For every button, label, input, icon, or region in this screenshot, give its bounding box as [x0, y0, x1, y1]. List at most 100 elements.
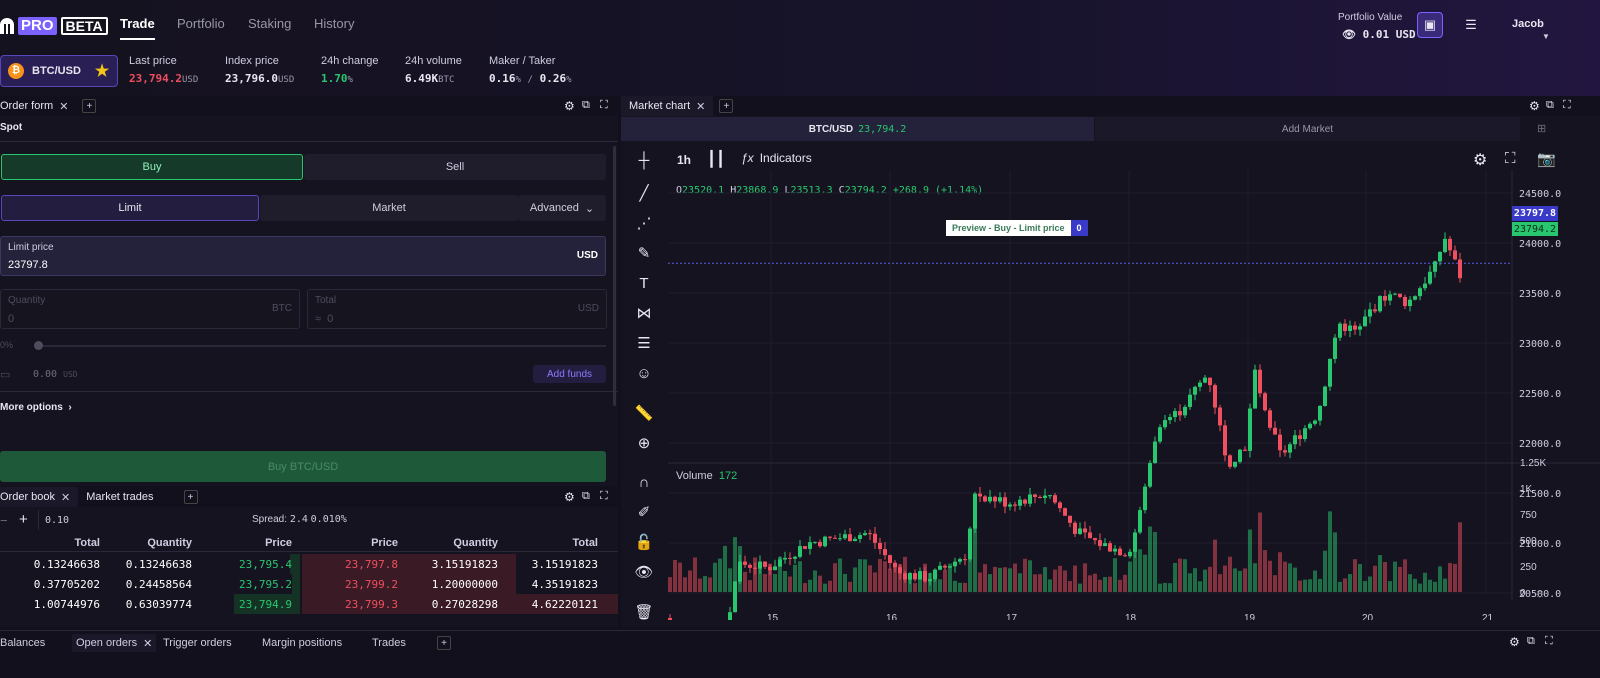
close-icon[interactable]: ✕	[143, 637, 153, 650]
add-tab-icon[interactable]: +	[183, 490, 198, 504]
grid-icon[interactable]: ⊞	[1537, 123, 1547, 135]
market-tab[interactable]: Market	[260, 195, 518, 221]
interval-selector[interactable]: 1h	[677, 153, 692, 167]
more-options-toggle[interactable]: More options ›	[0, 402, 72, 413]
settings-sliders-button[interactable]: ☰	[1458, 12, 1484, 38]
quantity-input[interactable]: 0	[8, 313, 15, 325]
quantity-slider-track[interactable]	[38, 345, 606, 347]
tab-trigger-orders[interactable]: Trigger orders	[163, 634, 232, 652]
tick-size[interactable]: 0.10	[45, 515, 70, 526]
fib-icon[interactable]: ⋰	[636, 215, 652, 232]
expand-icon[interactable]: ⛶	[600, 99, 608, 111]
table-row[interactable]: 1.00744976 0.63039774 23,794.9 23,799.3 0.27…	[0, 594, 618, 614]
nav-trade[interactable]: Trade	[120, 16, 155, 40]
add-tab-icon[interactable]: +	[437, 636, 451, 650]
eye-icon[interactable]: 👁	[634, 564, 654, 581]
popout-icon[interactable]: ⧉	[582, 99, 590, 111]
bid-price[interactable]: 23,795.2	[239, 578, 292, 591]
popout-icon[interactable]: ⧉	[1546, 99, 1554, 111]
crosshair-icon[interactable]: ┼	[638, 151, 650, 169]
expand-icon[interactable]: ⛶	[600, 490, 608, 502]
ask-price[interactable]: 23,797.8	[345, 558, 398, 571]
tab-balances[interactable]: Balances	[0, 634, 45, 652]
camera-icon[interactable]: 📷	[1537, 151, 1556, 168]
gear-icon[interactable]: ⚙	[564, 490, 575, 504]
limit-price-input[interactable]: 23797.8	[8, 259, 48, 271]
price-chart[interactable]: 24500.0 24000.0 23500.0 23000.0 22500.0 22000…	[668, 170, 1600, 620]
trash-icon[interactable]: 🗑	[634, 604, 654, 621]
bid-price[interactable]: 23,795.4	[239, 558, 292, 571]
add-funds-button[interactable]: Add funds	[533, 365, 606, 383]
tab-market-chart[interactable]: Market chart ✕	[621, 96, 714, 116]
close-icon[interactable]: ✕	[61, 491, 71, 504]
limit-price-field[interactable]: Limit price 23797.8 USD	[0, 236, 606, 276]
spot-tab[interactable]: Spot	[0, 122, 23, 133]
tab-market-trades[interactable]: Market trades	[78, 487, 161, 507]
nav-history[interactable]: History	[314, 16, 355, 31]
magnet-icon[interactable]: ∩	[638, 473, 650, 491]
popout-icon[interactable]: ⧉	[1527, 635, 1535, 647]
brand-logo[interactable]: PRO BETA	[0, 17, 108, 35]
total-input[interactable]: 0	[327, 313, 334, 325]
table-row[interactable]: 0.13246638 0.13246638 23,795.4 23,797.8 3.15…	[0, 554, 618, 574]
wallet-button[interactable]: ▣	[1417, 12, 1443, 38]
pattern-icon[interactable]: ⋈	[636, 305, 652, 322]
lock-drawing-icon[interactable]: ✐	[637, 504, 651, 521]
ask-price[interactable]: 23,799.2	[345, 578, 398, 591]
add-tab-icon[interactable]: +	[719, 99, 734, 113]
candle-body	[668, 618, 672, 620]
minus-icon[interactable]: −	[0, 513, 8, 528]
pair-selector[interactable]: ₿ BTC/USD ★	[0, 55, 118, 87]
chart-pair-tab[interactable]: BTC/USD 23,794.2	[621, 117, 1094, 141]
advanced-dropdown[interactable]: Advanced ⌄	[518, 195, 606, 221]
gear-icon[interactable]: ⚙	[1509, 635, 1520, 649]
ruler-icon[interactable]: 📏	[634, 405, 654, 422]
quantity-slider-handle[interactable]	[34, 341, 43, 350]
buy-toggle[interactable]: Buy	[1, 154, 303, 180]
bid-depth-bar	[290, 554, 300, 574]
ask-price[interactable]: 23,799.3	[345, 598, 398, 611]
expand-icon[interactable]: ⛶	[1563, 99, 1571, 111]
chart-settings-icon[interactable]: ⚙	[1473, 152, 1488, 169]
close-icon[interactable]: ✕	[59, 100, 69, 113]
bid-price[interactable]: 23,794.9	[239, 598, 292, 611]
tab-open-orders[interactable]: Open orders ✕	[72, 634, 157, 652]
forecast-icon[interactable]: ☰	[637, 335, 651, 352]
preview-order-label[interactable]: Preview - Buy - Limit price 0	[946, 220, 1088, 236]
user-menu[interactable]: Jacob ▼	[1512, 18, 1550, 41]
submit-order-button[interactable]: Buy BTC/USD	[0, 451, 606, 482]
unlock-icon[interactable]: 🔓	[634, 534, 654, 551]
nav-staking[interactable]: Staking	[248, 16, 292, 31]
nav-portfolio[interactable]: Portfolio	[177, 16, 225, 31]
total-field[interactable]: Total ≈ 0 USD	[307, 289, 607, 329]
fullscreen-icon[interactable]: ⛶	[1505, 150, 1516, 167]
add-market-tab[interactable]: Add Market	[1095, 117, 1520, 141]
indicators-button[interactable]: ƒx Indicators	[741, 151, 812, 165]
close-icon[interactable]: ✕	[696, 100, 706, 113]
zoom-in-icon[interactable]: ⊕	[637, 435, 651, 452]
text-icon[interactable]: T	[639, 274, 649, 292]
expand-icon[interactable]: ⛶	[1545, 635, 1553, 647]
tab-trades[interactable]: Trades	[372, 634, 406, 652]
sell-toggle[interactable]: Sell	[304, 154, 606, 180]
scrollbar[interactable]	[613, 146, 616, 406]
gear-icon[interactable]: ⚙	[1529, 99, 1540, 113]
star-icon[interactable]: ★	[94, 63, 110, 80]
table-row[interactable]: 0.37705202 0.24458564 23,795.2 23,799.2 1.20…	[0, 574, 618, 594]
eye-icon[interactable]: 👁	[1342, 28, 1356, 41]
brush-icon[interactable]: ✎	[637, 245, 651, 262]
quantity-field[interactable]: Quantity 0 BTC	[0, 289, 300, 329]
tab-margin-positions[interactable]: Margin positions	[262, 634, 342, 652]
tab-order-book[interactable]: Order book ✕	[0, 487, 79, 507]
portfolio-value[interactable]: 👁 0.01 USD	[1342, 28, 1416, 41]
popout-icon[interactable]: ⧉	[582, 490, 590, 502]
add-tab-icon[interactable]: +	[82, 99, 97, 113]
trend-line-icon[interactable]: ╱	[639, 185, 649, 202]
tab-order-form[interactable]: Order form ✕	[0, 96, 76, 116]
emoji-icon[interactable]: ☺	[636, 364, 652, 382]
brightness-icon[interactable]: ☼	[1534, 585, 1546, 600]
plus-icon[interactable]: +	[19, 511, 28, 528]
gear-icon[interactable]: ⚙	[564, 99, 575, 113]
candles-icon[interactable]: ┃┃	[707, 151, 726, 168]
limit-tab[interactable]: Limit	[1, 195, 259, 221]
